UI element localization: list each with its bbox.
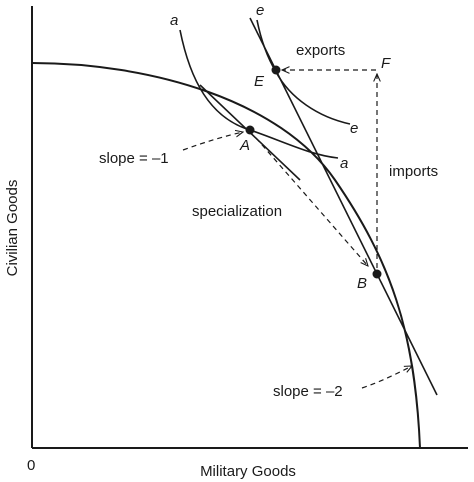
point-f-label: F xyxy=(381,55,391,72)
slope-b-pointer xyxy=(361,366,412,389)
point-e-dot xyxy=(271,65,281,75)
trade-line xyxy=(249,17,438,396)
point-e-label: E xyxy=(254,73,265,90)
curve-e-label-bottom: e xyxy=(350,120,358,137)
x-axis-label: Military Goods xyxy=(200,463,296,480)
point-a-dot xyxy=(245,125,255,135)
indifference-curve-e xyxy=(256,19,351,125)
imports-label: imports xyxy=(389,163,438,180)
point-b-label: B xyxy=(357,275,367,292)
point-b-dot xyxy=(372,269,382,279)
slope-a-pointer xyxy=(182,132,243,151)
curve-e-label-top: e xyxy=(256,2,264,19)
production-possibilities-curve xyxy=(31,62,421,449)
curve-a-label-top: a xyxy=(170,12,178,29)
specialization-arrow xyxy=(255,137,368,266)
slope-b-label: slope = –2 xyxy=(273,383,343,400)
curve-a-label-bottom: a xyxy=(340,155,348,172)
point-a-label: A xyxy=(239,137,250,154)
slope-a-label: slope = –1 xyxy=(99,150,169,167)
specialization-label: specialization xyxy=(192,203,282,220)
y-axis-label: Civilian Goods xyxy=(4,180,21,277)
exports-label: exports xyxy=(296,42,345,59)
origin-label: 0 xyxy=(27,457,35,474)
